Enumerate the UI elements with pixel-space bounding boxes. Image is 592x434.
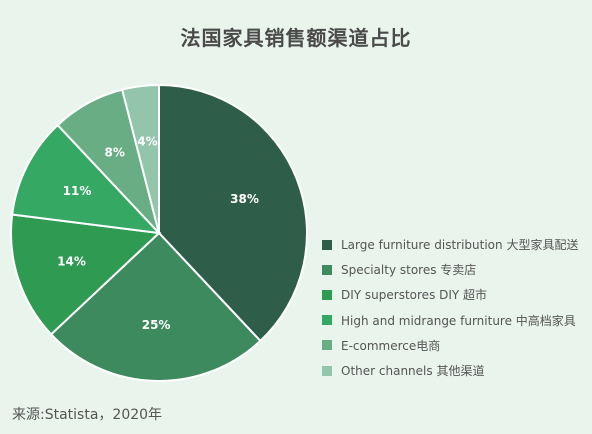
legend-item: Large furniture distribution 大型家具配送	[322, 232, 578, 257]
legend-label: Large furniture distribution 大型家具配送	[341, 238, 579, 253]
slice-label: 4%	[137, 135, 157, 149]
legend-swatch	[322, 365, 332, 376]
legend-label: E-commerce电商	[341, 338, 441, 353]
legend-item: Specialty stores 专卖店	[322, 257, 578, 282]
legend-swatch	[322, 315, 332, 326]
legend-swatch	[322, 264, 332, 275]
legend-swatch	[322, 239, 332, 250]
legend-item: High and midrange furniture 中高档家具	[322, 308, 578, 333]
legend-item: E-commerce电商	[322, 333, 578, 358]
legend-item: Other channels 其他渠道	[322, 358, 578, 383]
legend-item: DIY superstores DIY 超市	[322, 282, 578, 307]
chart-title: 法国家具销售额渠道占比	[180, 26, 412, 50]
legend-label: Specialty stores 专卖店	[341, 263, 477, 278]
pie-slice	[158, 83, 308, 343]
slice-label: 8%	[104, 145, 124, 159]
legend-label: High and midrange furniture 中高档家具	[341, 313, 576, 328]
slice-label: 38%	[230, 192, 259, 206]
pie-slice	[49, 231, 262, 382]
legend-swatch	[322, 289, 332, 300]
legend-swatch	[322, 340, 332, 351]
slice-label: 14%	[57, 254, 86, 268]
legend-label: DIY superstores DIY 超市	[341, 288, 488, 303]
pie-slice	[120, 83, 160, 234]
slice-label: 11%	[63, 184, 92, 198]
source-note: 来源:Statista，2020年	[12, 407, 163, 423]
pie-slice	[10, 213, 162, 336]
pie-slice	[11, 123, 162, 235]
slice-label: 25%	[142, 318, 171, 332]
legend-label: Other channels 其他渠道	[341, 364, 485, 379]
chart-legend: Large furniture distribution 大型家具配送 Speci…	[322, 232, 578, 383]
